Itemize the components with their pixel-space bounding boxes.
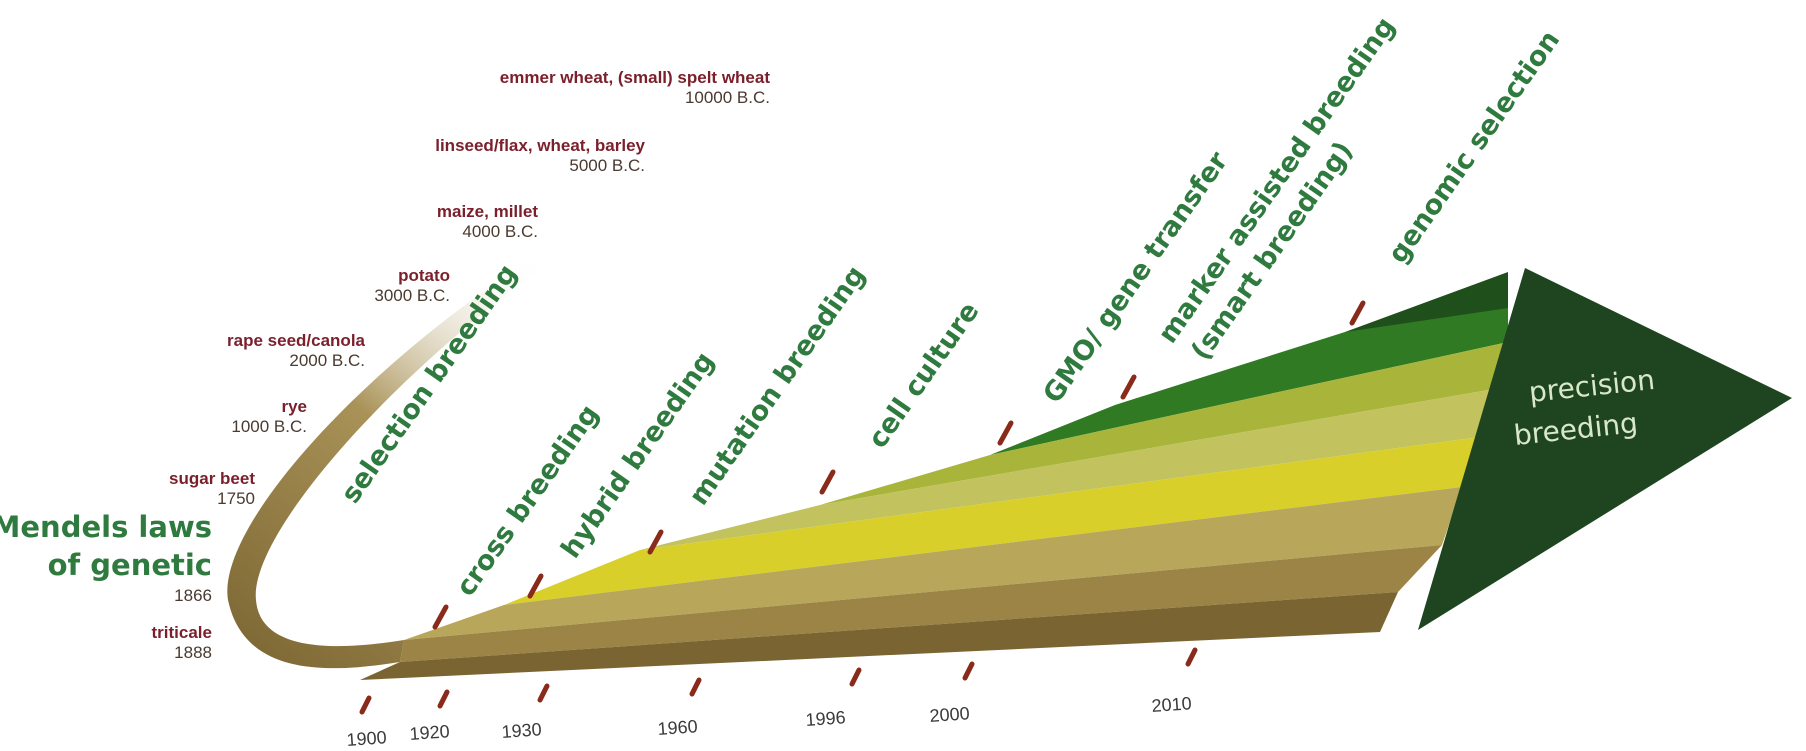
method-label: mutation breeding — [683, 260, 871, 511]
year-tick — [689, 677, 702, 697]
triticale-date: 1888 — [174, 643, 212, 662]
crop-name: potato — [398, 266, 450, 285]
year-label: 2010 — [1151, 693, 1192, 716]
crop-date: 1000 B.C. — [231, 417, 307, 436]
year-tick — [537, 683, 550, 703]
band-brown — [400, 545, 1442, 662]
band-brown-dark — [360, 592, 1398, 680]
method-label: hybrid breeding — [555, 346, 720, 564]
crop-date: 10000 B.C. — [685, 88, 770, 107]
crop-date: 4000 B.C. — [462, 222, 538, 241]
crop-name: rye — [281, 397, 307, 416]
year-label: 1996 — [805, 707, 846, 730]
method-tick — [527, 573, 544, 599]
band-light-olive — [640, 388, 1500, 550]
year-label: 1930 — [501, 719, 542, 742]
band-yellow — [504, 437, 1480, 605]
method-tick — [432, 604, 449, 630]
crop-date: 1750 — [217, 489, 255, 508]
crop-name: emmer wheat, (small) spelt wheat — [500, 68, 771, 87]
crop-date: 2000 B.C. — [289, 351, 365, 370]
mendel-line1: Mendels laws — [0, 510, 212, 544]
year-label: 1960 — [657, 716, 698, 739]
crop-name: linseed/flax, wheat, barley — [435, 136, 645, 155]
year-label: 1920 — [409, 721, 450, 744]
method-tick — [647, 529, 664, 555]
year-tick — [437, 689, 450, 709]
method-tick — [819, 469, 836, 495]
year-tick — [1185, 647, 1198, 667]
year-tick — [359, 695, 372, 715]
crop-list: emmer wheat, (small) spelt wheat 10000 B… — [169, 68, 770, 508]
band-green — [990, 308, 1508, 455]
year-tick — [962, 661, 975, 681]
method-label: cell culture — [862, 297, 985, 454]
crop-name: sugar beet — [169, 469, 255, 488]
year-label: 1900 — [346, 727, 387, 750]
mendel-date: 1866 — [174, 586, 212, 605]
method-tick — [1120, 374, 1137, 400]
year-tick — [849, 667, 862, 687]
year-ticks — [359, 647, 1198, 715]
crop-name: rape seed/canola — [227, 331, 366, 350]
band-olive — [820, 342, 1508, 505]
crop-date: 3000 B.C. — [374, 286, 450, 305]
method-ticks — [432, 300, 1366, 630]
year-label: 2000 — [929, 703, 970, 726]
mendel-line2: of genetic — [48, 548, 212, 582]
precision-breeding-arrow — [1418, 268, 1792, 630]
crop-name: maize, millet — [437, 202, 538, 221]
year-labels: 1900 1920 1930 1960 1996 2000 2010 — [346, 693, 1192, 750]
method-tick — [1349, 300, 1366, 326]
triticale-name: triticale — [152, 623, 212, 642]
crop-date: 5000 B.C. — [569, 156, 645, 175]
method-tick — [997, 420, 1014, 446]
method-label: genomic selection — [1382, 25, 1566, 269]
method-label: cross breeding — [450, 399, 605, 602]
band-tan — [404, 487, 1462, 640]
